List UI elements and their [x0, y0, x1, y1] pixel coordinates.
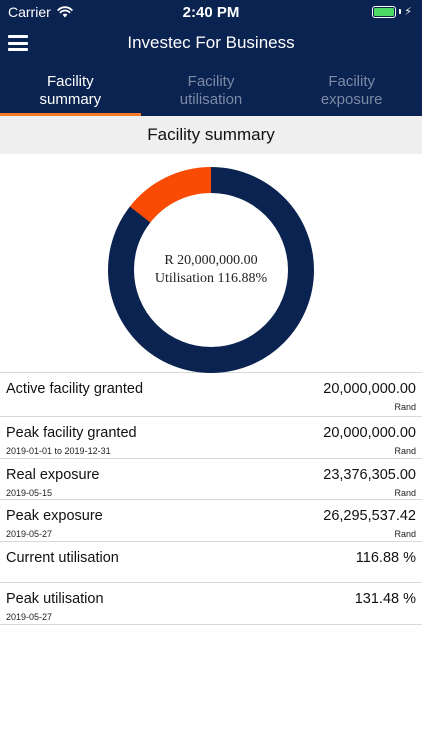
tab-label-line2: summary	[39, 91, 102, 108]
row-date: 2019-05-27	[6, 529, 53, 539]
row-current-utilisation: Current utilisation 116.88 %	[0, 542, 422, 583]
donut-excess-arc	[108, 167, 314, 373]
row-real-exposure: Real exposure 2019-05-15 23,376,305.00 R…	[0, 459, 422, 500]
clock: 2:40 PM	[182, 4, 240, 21]
battery-icon	[372, 5, 397, 18]
row-unit: Rand	[394, 402, 416, 412]
tab-label-line1: Facility	[328, 73, 376, 90]
row-active-facility-granted: Active facility granted 20,000,000.00 Ra…	[0, 373, 422, 417]
carrier-label: Carrier	[8, 4, 51, 20]
battery-indicator: ⚡	[372, 5, 412, 18]
row-value: 116.88 %	[355, 549, 416, 566]
status-bar: Carrier 2:40 PM ⚡	[0, 0, 422, 24]
tab-facility-exposure[interactable]: Facility exposure	[281, 62, 422, 116]
app-bar: Investec For Business	[0, 24, 422, 62]
row-label: Peak utilisation	[6, 591, 104, 607]
carrier-info: Carrier	[8, 4, 73, 20]
tab-facility-summary[interactable]: Facility summary	[0, 62, 141, 116]
row-value: 26,295,537.42	[323, 508, 416, 524]
row-label: Peak facility granted	[6, 425, 137, 441]
row-value: 20,000,000.00	[323, 425, 416, 441]
row-value: 23,376,305.00	[323, 466, 416, 483]
row-peak-facility-granted: Peak facility granted 2019-01-01 to 2019…	[0, 417, 422, 459]
row-unit: Rand	[394, 487, 416, 498]
donut-center-text: R 20,000,000.00 Utilisation 116.88%	[108, 167, 314, 373]
row-value: 20,000,000.00	[323, 381, 416, 397]
wifi-icon	[57, 6, 73, 18]
row-label: Peak exposure	[6, 508, 103, 524]
row-label: Real exposure	[6, 466, 100, 483]
row-unit: Rand	[394, 446, 416, 456]
top-bar: Carrier 2:40 PM ⚡ Investec For Business …	[0, 0, 422, 116]
donut-utilisation: Utilisation 116.88%	[154, 271, 268, 286]
donut-amount: R 20,000,000.00	[164, 253, 258, 268]
row-date: 2019-05-15	[6, 487, 53, 498]
tab-label-line1: Facility	[47, 73, 94, 90]
row-label: Active facility granted	[6, 381, 144, 397]
row-label: Current utilisation	[6, 549, 119, 566]
charging-bolt-icon: ⚡	[404, 6, 412, 18]
row-peak-exposure: Peak exposure 2019-05-27 26,295,537.42 R…	[0, 500, 422, 542]
tab-label-line2: exposure	[320, 91, 383, 108]
section-title: Facility summary	[0, 116, 422, 154]
tab-label-line2: utilisation	[179, 91, 243, 108]
row-value: 131.48 %	[354, 591, 416, 607]
tab-label-line1: Facility	[187, 73, 235, 90]
row-date: 2019-05-27	[6, 612, 53, 622]
facility-details-list: Active facility granted 20,000,000.00 Ra…	[0, 372, 422, 625]
tab-facility-utilisation[interactable]: Facility utilisation	[141, 62, 282, 116]
hamburger-menu-icon[interactable]	[8, 35, 28, 51]
facility-tabs: Facility summary Facility utilisation Fa…	[0, 62, 422, 116]
utilisation-donut: R 20,000,000.00 Utilisation 116.88%	[0, 154, 422, 373]
app-title: Investec For Business	[127, 33, 295, 52]
row-unit: Rand	[394, 529, 416, 539]
row-date: 2019-01-01 to 2019-12-31	[6, 446, 111, 456]
donut-chart	[108, 167, 314, 373]
row-peak-utilisation: Peak utilisation 2019-05-27 131.48 %	[0, 583, 422, 625]
